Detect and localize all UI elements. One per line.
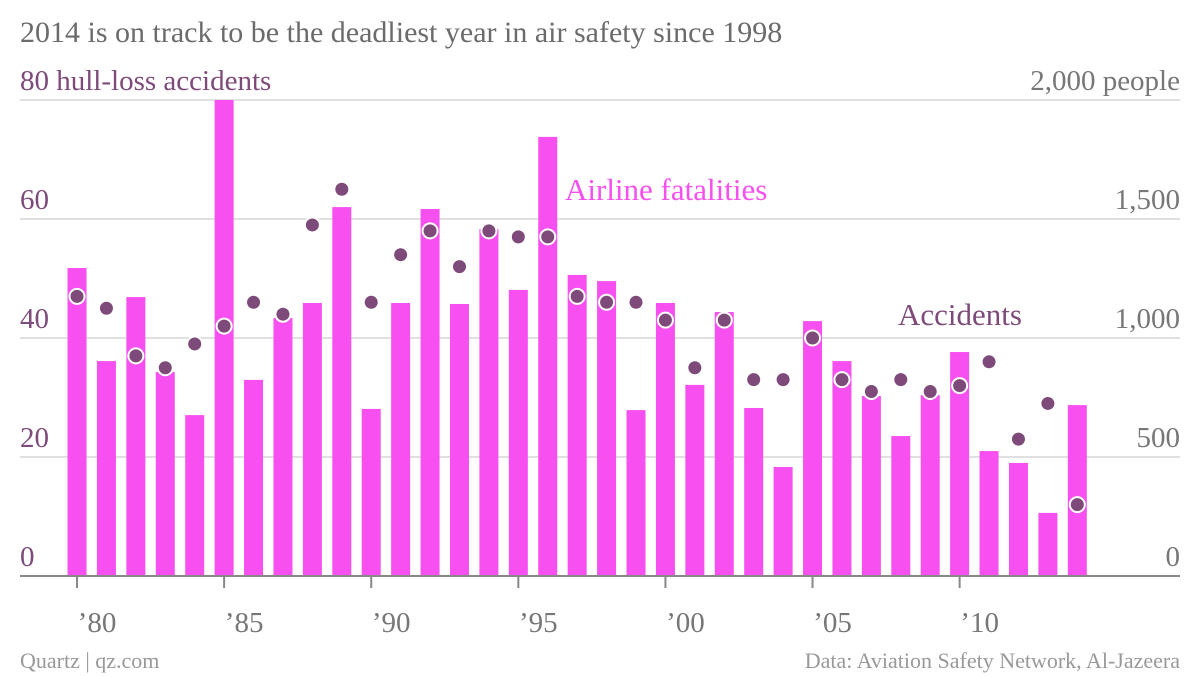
- dot: [1009, 430, 1027, 448]
- bar: [273, 318, 293, 576]
- x-tick-label: ’90: [372, 607, 411, 639]
- source-right: Data: Aviation Safety Network, Al-Jazeer…: [805, 648, 1181, 673]
- dot: [862, 383, 880, 401]
- dot: [509, 228, 527, 246]
- y-tick-label: 0: [20, 541, 35, 573]
- y-tick-label: 80 hull-loss accidents: [20, 65, 271, 97]
- bar: [1038, 512, 1058, 576]
- dot: [892, 371, 910, 389]
- bar: [626, 410, 646, 576]
- dot: [156, 359, 174, 377]
- bar: [979, 451, 999, 576]
- bar: [155, 372, 175, 576]
- dot: [1068, 496, 1086, 514]
- y2-tick-label: 2,000 people: [1030, 65, 1180, 97]
- y2-tick-label: 0: [1166, 541, 1181, 573]
- dot: [274, 305, 292, 323]
- bar: [508, 289, 528, 576]
- series-label: Airline fatalities: [565, 172, 767, 207]
- bar: [67, 268, 87, 576]
- series-label: Accidents: [898, 297, 1022, 332]
- bar: [920, 395, 940, 576]
- bar: [302, 303, 322, 576]
- dot: [186, 335, 204, 353]
- bar: [1067, 405, 1087, 576]
- bar: [479, 228, 499, 576]
- dot: [127, 347, 145, 365]
- bar: [96, 361, 116, 576]
- dot: [333, 180, 351, 198]
- bar: [832, 361, 852, 576]
- bar: [185, 415, 205, 576]
- bar: [214, 100, 234, 576]
- dot: [627, 293, 645, 311]
- x-tick-label: ’95: [519, 607, 558, 639]
- source-left: Quartz | qz.com: [20, 648, 159, 673]
- dot: [745, 371, 763, 389]
- bar: [332, 207, 352, 576]
- bar: [244, 379, 264, 576]
- bar: [1008, 462, 1028, 576]
- bar: [803, 321, 823, 576]
- bar: [391, 303, 411, 576]
- dot: [303, 216, 321, 234]
- bar: [861, 396, 881, 576]
- dot: [715, 311, 733, 329]
- dot: [1039, 394, 1057, 412]
- bar: [685, 384, 705, 576]
- dot: [833, 371, 851, 389]
- bar: [744, 407, 764, 576]
- dot: [980, 353, 998, 371]
- y-tick-label: 40: [20, 303, 49, 335]
- x-tick-label: ’05: [813, 607, 852, 639]
- dot: [539, 228, 557, 246]
- x-tick-label: ’10: [960, 607, 999, 639]
- y2-tick-label: 1,500: [1115, 184, 1180, 216]
- bar: [538, 136, 558, 576]
- chart-title: 2014 is on track to be the deadliest yea…: [20, 16, 782, 49]
- bar: [891, 436, 911, 576]
- dot: [598, 293, 616, 311]
- y-tick-label: 60: [20, 184, 49, 216]
- bar: [126, 297, 146, 576]
- y2-tick-label: 500: [1137, 422, 1181, 454]
- dot: [656, 311, 674, 329]
- bar: [567, 274, 587, 576]
- dot: [245, 293, 263, 311]
- x-tick-label: ’00: [666, 607, 705, 639]
- bar: [773, 466, 793, 576]
- dot: [774, 371, 792, 389]
- dot: [450, 258, 468, 276]
- x-tick-label: ’80: [78, 607, 117, 639]
- dot: [421, 222, 439, 240]
- dot: [68, 287, 86, 305]
- bar: [714, 312, 734, 576]
- bar: [420, 209, 440, 576]
- bar: [449, 303, 469, 576]
- dot: [362, 293, 380, 311]
- dot: [686, 359, 704, 377]
- x-tick-label: ’85: [225, 607, 264, 639]
- bar: [655, 303, 675, 576]
- dot: [951, 377, 969, 395]
- dot: [568, 287, 586, 305]
- y2-tick-label: 1,000: [1115, 303, 1180, 335]
- dot: [215, 317, 233, 335]
- dot: [480, 222, 498, 240]
- bar: [950, 352, 970, 576]
- bar: [597, 281, 617, 576]
- dot: [921, 383, 939, 401]
- y-tick-label: 20: [20, 422, 49, 454]
- dot: [97, 299, 115, 317]
- bar: [361, 408, 381, 576]
- dot: [804, 329, 822, 347]
- dot: [392, 246, 410, 264]
